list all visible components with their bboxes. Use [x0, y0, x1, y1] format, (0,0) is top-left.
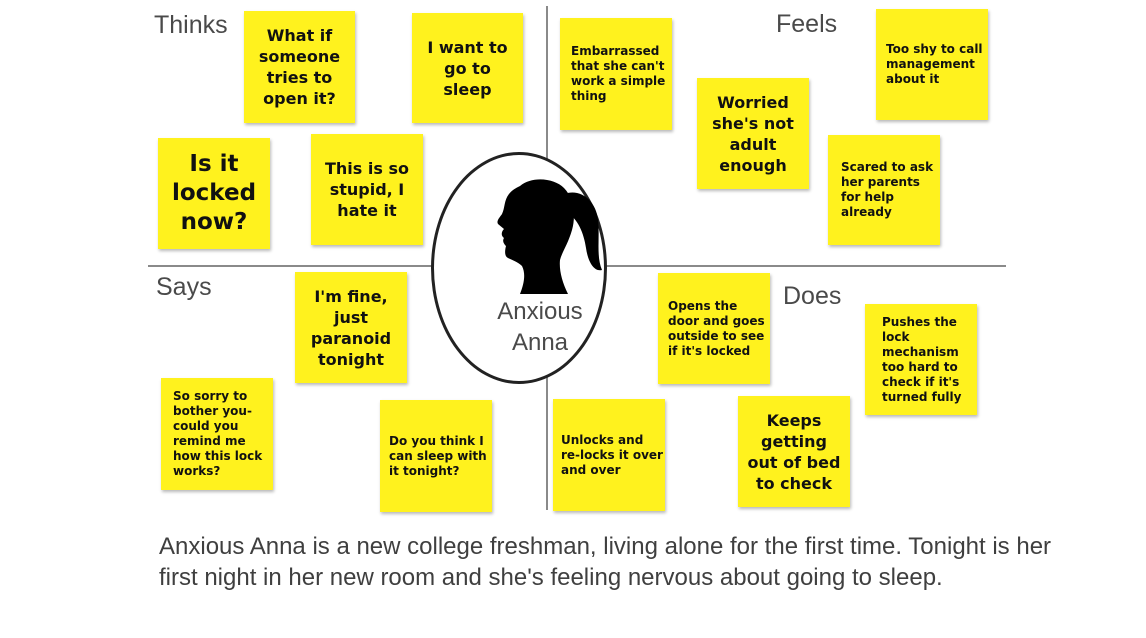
note-text: I want to go to sleep — [427, 37, 508, 99]
note-text: So sorry to bother you- could you remind… — [173, 389, 263, 478]
sticky-note-thinks-1[interactable]: What if someone tries to open it? — [244, 11, 355, 123]
persona-name: Anxious Anna — [497, 298, 583, 356]
quadrant-label-feels: Feels — [776, 10, 838, 38]
sticky-note-does-1[interactable]: Opens the door and goes outside to see i… — [658, 273, 770, 384]
note-text: Is it locked now? — [171, 151, 257, 235]
sticky-note-feels-2[interactable]: Worried she's not adult enough — [697, 78, 809, 189]
note-text: Too shy to call management about it — [886, 42, 983, 86]
note-text: Unlocks and re-locks it over and over — [561, 432, 663, 477]
note-text: Opens the door and goes outside to see i… — [668, 298, 765, 358]
note-text: I'm fine, just paranoid tonight — [310, 286, 392, 369]
sticky-note-thinks-3[interactable]: Is it locked now? — [158, 138, 270, 249]
note-text: Scared to ask her parents for help alrea… — [841, 160, 934, 219]
sticky-note-feels-4[interactable]: Scared to ask her parents for help alrea… — [828, 135, 940, 245]
quadrant-label-does: Does — [783, 282, 842, 310]
sticky-note-thinks-4[interactable]: This is so stupid, I hate it — [311, 134, 423, 245]
scenario-description: Anxious Anna is a new college freshman, … — [159, 533, 1052, 591]
sticky-note-does-2[interactable]: Pushes the lock mechanism too hard to ch… — [865, 304, 977, 415]
quadrant-label-says: Says — [156, 273, 212, 301]
sticky-note-does-4[interactable]: Keeps getting out of bed to check — [738, 396, 850, 507]
sticky-note-thinks-2[interactable]: I want to go to sleep — [412, 13, 523, 123]
note-text: Do you think I can sleep with it tonight… — [389, 433, 487, 478]
sticky-note-says-3[interactable]: Do you think I can sleep with it tonight… — [380, 400, 492, 512]
sticky-note-does-3[interactable]: Unlocks and re-locks it over and over — [553, 399, 665, 511]
woman-silhouette-icon — [497, 179, 602, 294]
sticky-note-feels-3[interactable]: Too shy to call management about it — [876, 9, 988, 120]
note-text: Embarrassed that she can't work a simple… — [571, 44, 666, 103]
note-text: This is so stupid, I hate it — [325, 159, 409, 220]
sticky-note-says-2[interactable]: So sorry to bother you- could you remind… — [161, 378, 273, 490]
quadrant-label-thinks: Thinks — [154, 11, 228, 39]
sticky-note-says-1[interactable]: I'm fine, just paranoid tonight — [295, 272, 407, 383]
note-text: Pushes the lock mechanism too hard to ch… — [882, 314, 962, 404]
sticky-note-feels-1[interactable]: Embarrassed that she can't work a simple… — [560, 18, 672, 130]
note-text: What if someone tries to open it? — [258, 26, 341, 108]
note-text: Keeps getting out of bed to check — [747, 410, 841, 493]
note-text: Worried she's not adult enough — [712, 92, 794, 175]
